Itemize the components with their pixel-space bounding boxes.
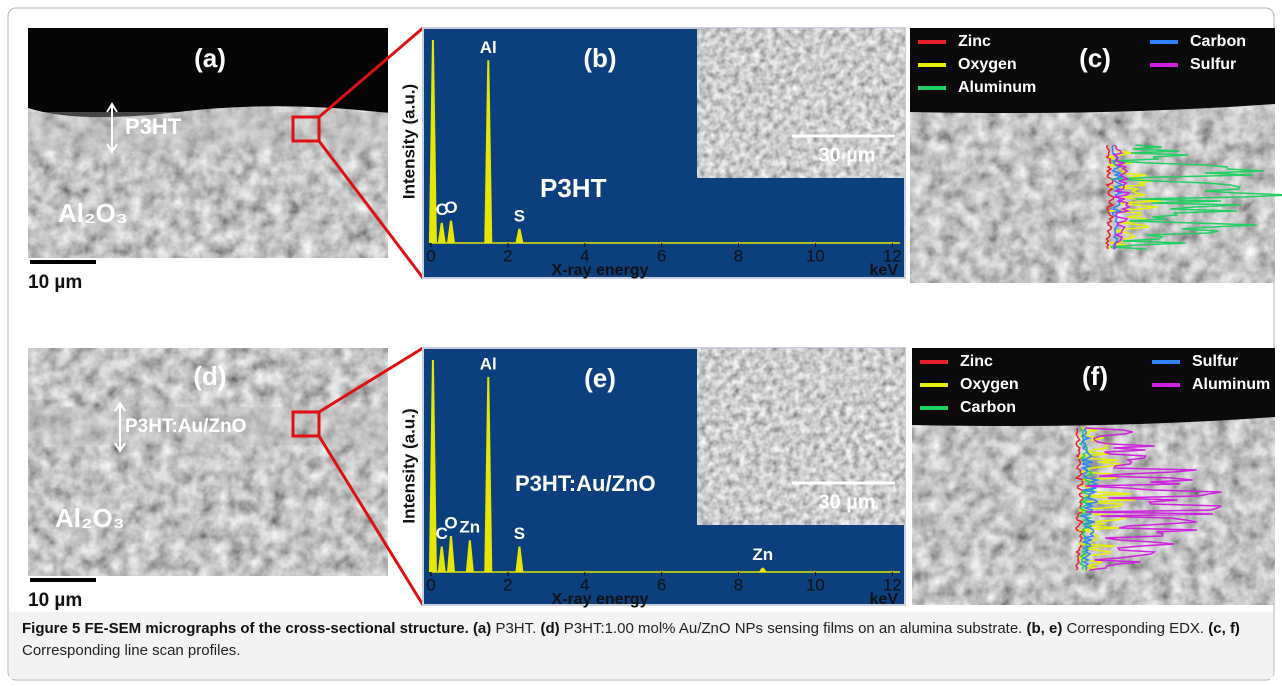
caption-text: P3HT. [491,620,540,637]
layer-label: P3HT:Au/ZnO [125,416,246,437]
legend-label: Zinc [960,353,993,370]
caption-text: P3HT:1.00 mol% Au/ZnO NPs sensing films … [560,620,1027,637]
figure: (a) P3HT Al₂O₃ 10 µm (d) P3HT:Au/ZnO Al₂O₃ 10 µ… [0,0,1282,686]
x-tick-label: 6 [657,575,666,594]
peak-label: O [444,198,457,217]
inset-scale-label: 30 µm [818,491,875,513]
peak-label: Zn [459,518,480,537]
x-axis-label: X-ray energy [552,591,649,608]
x-unit: keV [870,262,899,279]
legend-label: Aluminum [958,79,1036,96]
x-axis-label: X-ray energy [552,262,649,279]
peak-label: S [514,524,525,543]
legend-label: Sulfur [1192,353,1238,370]
scale-bar-label: 10 µm [28,590,82,611]
x-tick-label: 10 [806,575,825,594]
y-axis-label: Intensity (a.u.) [399,408,418,523]
panel-label: (a) [194,43,226,73]
peak-label: Al [480,38,497,57]
legend-label: Carbon [1190,33,1246,50]
peak-label: Al [480,354,497,373]
x-unit: keV [870,591,899,608]
peak-label: Zn [752,545,773,564]
panel-label: (e) [584,363,616,393]
legend-label: Carbon [960,399,1016,416]
substrate-label: Al₂O₃ [58,198,128,228]
panel-label: (c) [1079,43,1111,73]
caption-text: Figure 5 FE-SEM micrographs of the cross… [22,620,469,637]
peak-label: O [444,513,457,532]
peak-label: S [514,206,525,225]
inset-scale-label: 30 µm [818,144,875,166]
caption-text: (d) [540,620,559,637]
legend-label: Oxygen [960,376,1019,393]
caption: Figure 5 FE-SEM micrographs of the cross… [22,618,1262,662]
legend-label: Sulfur [1190,56,1236,73]
caption-text: (b, e) [1027,620,1063,637]
legend-label: Zinc [958,33,991,50]
y-axis-label: Intensity (a.u.) [399,84,418,199]
film-layer [28,112,388,150]
panel-label: (b) [583,43,616,73]
page: (a) P3HT Al₂O₃ 10 µm (d) P3HT:Au/ZnO Al₂O₃ 10 µ… [0,0,1282,686]
panel-label: (d) [193,361,226,391]
x-tick-label: 2 [503,575,512,594]
x-tick-label: 8 [734,575,743,594]
caption-text: (c, f) [1208,620,1240,637]
layer-label: P3HT [125,114,182,139]
x-tick-label: 8 [734,246,743,265]
panel-label: (f) [1082,361,1108,391]
x-tick-label: 2 [503,246,512,265]
legend-label: Aluminum [1192,376,1270,393]
substrate-label: Al₂O₃ [55,503,125,533]
x-tick-label: 6 [657,246,666,265]
sample-label: P3HT [540,173,607,203]
caption-text: Corresponding EDX. [1062,620,1208,637]
x-tick-label: 10 [806,246,825,265]
scale-bar-label: 10 µm [28,272,82,293]
legend-label: Oxygen [958,56,1017,73]
caption-text: (a) [473,620,491,637]
x-tick-label: 0 [426,246,435,265]
sample-label: P3HT:Au/ZnO [515,471,656,496]
x-tick-label: 0 [426,575,435,594]
